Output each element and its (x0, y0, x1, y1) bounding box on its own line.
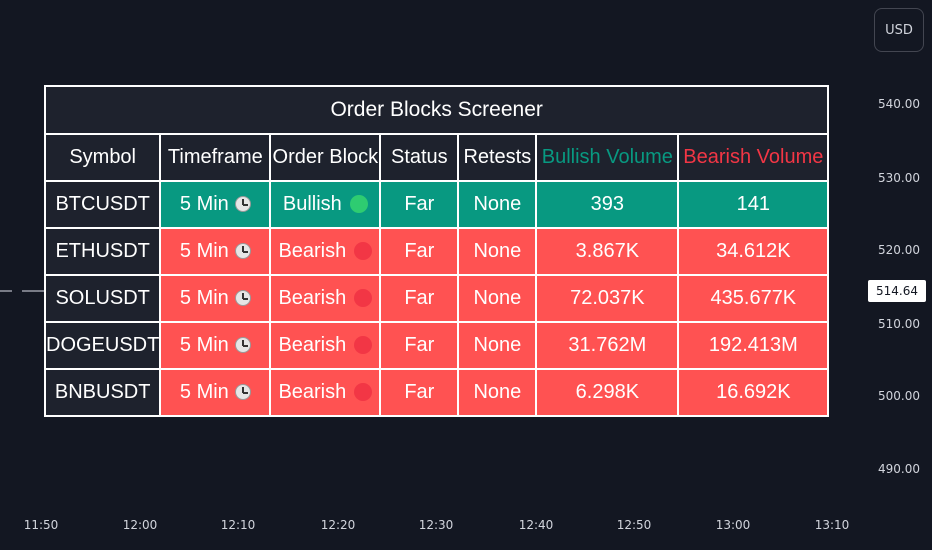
bullish-volume-cell: 31.762M (535, 321, 680, 370)
price-tick: 500.00 (878, 389, 920, 403)
header-bullish-volume: Bullish Volume (535, 133, 680, 182)
bullish-volume-cell: 6.298K (535, 368, 680, 417)
red-circle-icon (354, 383, 373, 401)
symbol-cell: ETHUSDT (43, 227, 162, 276)
clock-icon (234, 384, 251, 400)
table-row: ETHUSDT 5 Min Bearish Far None 3.867K 34… (43, 227, 830, 276)
order-block-cell: Bearish (269, 368, 382, 417)
green-circle-icon (349, 195, 368, 213)
bullish-volume-cell: 72.037K (535, 274, 680, 323)
timeframe-cell: 5 Min (159, 227, 272, 276)
order-block-text: Bearish (278, 287, 347, 309)
red-circle-icon (354, 336, 373, 354)
order-block-cell: Bullish (269, 180, 382, 229)
header-retests: Retests (457, 133, 538, 182)
header-row: Symbol Timeframe Order Block Status Rete… (43, 133, 830, 182)
time-tick: 12:20 (320, 518, 356, 532)
time-tick: 13:00 (715, 518, 751, 532)
header-timeframe: Timeframe (159, 133, 272, 182)
bullish-volume-cell: 3.867K (535, 227, 680, 276)
bearish-volume-cell: 141 (677, 180, 830, 229)
symbol-cell: DOGEUSDT (43, 321, 162, 370)
timeframe-text: 5 Min (179, 381, 229, 403)
header-order-block: Order Block (269, 133, 382, 182)
table-row: BNBUSDT 5 Min Bearish Far None 6.298K 16… (43, 368, 830, 417)
clock-icon (234, 337, 251, 353)
table-row: DOGEUSDT 5 Min Bearish Far None 31.762M … (43, 321, 830, 370)
bearish-volume-cell: 16.692K (677, 368, 830, 417)
timeframe-cell: 5 Min (159, 180, 272, 229)
timeframe-cell: 5 Min (159, 368, 272, 417)
timeframe-text: 5 Min (179, 287, 229, 309)
screener-title: Order Blocks Screener (43, 85, 830, 135)
price-tick: 530.00 (878, 171, 920, 185)
order-block-text: Bearish (278, 240, 347, 262)
header-status: Status (379, 133, 460, 182)
timeframe-cell: 5 Min (159, 274, 272, 323)
status-cell: Far (379, 274, 460, 323)
header-bearish-volume: Bearish Volume (677, 133, 830, 182)
retests-cell: None (457, 321, 538, 370)
order-blocks-screener-table: Order Blocks Screener Symbol Timeframe O… (43, 85, 830, 417)
clock-icon (234, 243, 251, 259)
price-tick: 490.00 (878, 462, 920, 476)
order-block-text: Bullish (282, 193, 342, 215)
status-cell: Far (379, 368, 460, 417)
timeframe-cell: 5 Min (159, 321, 272, 370)
timeframe-text: 5 Min (179, 193, 229, 215)
bearish-volume-cell: 34.612K (677, 227, 830, 276)
price-tick: 540.00 (878, 97, 920, 111)
time-tick: 11:50 (23, 518, 59, 532)
order-block-text: Bearish (278, 381, 347, 403)
red-circle-icon (354, 242, 373, 260)
bullish-volume-cell: 393 (535, 180, 680, 229)
order-block-text: Bearish (278, 334, 347, 356)
retests-cell: None (457, 180, 538, 229)
status-cell: Far (379, 227, 460, 276)
time-tick: 12:40 (518, 518, 554, 532)
time-tick: 12:50 (616, 518, 652, 532)
status-cell: Far (379, 180, 460, 229)
retests-cell: None (457, 227, 538, 276)
time-tick: 12:10 (220, 518, 256, 532)
retests-cell: None (457, 274, 538, 323)
current-price-label: 514.64 (868, 280, 926, 302)
symbol-cell: BNBUSDT (43, 368, 162, 417)
retests-cell: None (457, 368, 538, 417)
symbol-cell: SOLUSDT (43, 274, 162, 323)
order-block-cell: Bearish (269, 274, 382, 323)
time-tick: 13:10 (814, 518, 850, 532)
symbol-cell: BTCUSDT (43, 180, 162, 229)
order-block-cell: Bearish (269, 321, 382, 370)
table-row: SOLUSDT 5 Min Bearish Far None 72.037K 4… (43, 274, 830, 323)
price-tick: 510.00 (878, 317, 920, 331)
timeframe-text: 5 Min (179, 334, 229, 356)
status-cell: Far (379, 321, 460, 370)
time-tick: 12:30 (418, 518, 454, 532)
clock-icon (234, 290, 251, 306)
time-tick: 12:00 (122, 518, 158, 532)
clock-icon (234, 196, 251, 212)
header-symbol: Symbol (43, 133, 162, 182)
price-tick: 520.00 (878, 243, 920, 257)
red-circle-icon (354, 289, 373, 307)
currency-button[interactable]: USD (874, 8, 924, 52)
timeframe-text: 5 Min (179, 240, 229, 262)
bearish-volume-cell: 192.413M (677, 321, 830, 370)
table-row: BTCUSDT 5 Min Bullish Far None 393 141 (43, 180, 830, 229)
price-line-marker (0, 290, 46, 292)
order-block-cell: Bearish (269, 227, 382, 276)
bearish-volume-cell: 435.677K (677, 274, 830, 323)
